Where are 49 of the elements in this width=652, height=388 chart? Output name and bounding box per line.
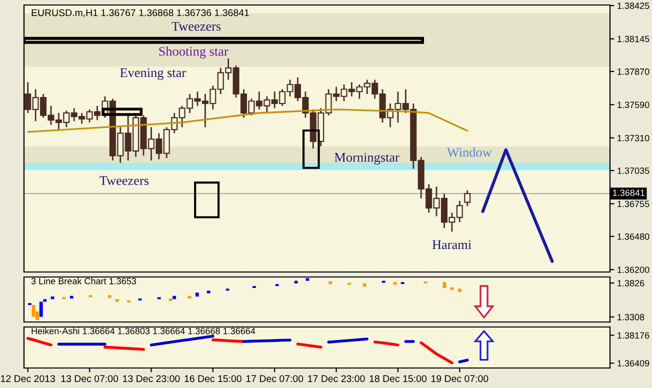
y-tick-label: 1.38176 (618, 332, 650, 339)
x-tick-label: 13 Dec 07:00 (61, 375, 118, 382)
bar (206, 290, 210, 294)
bar (450, 287, 454, 290)
annotation: Harami (432, 240, 472, 250)
chart-title: 3 Line Break Chart 1.3653 (31, 278, 136, 284)
y-tick-label: 1.38425 (618, 2, 650, 9)
y-tick-label: 1.37590 (618, 102, 650, 108)
x-tick-label: 18 Dec 15:00 (370, 375, 426, 382)
bar (328, 281, 332, 284)
bar (39, 302, 43, 317)
bar (116, 299, 119, 302)
y-tick-label: 1.36480 (618, 233, 650, 240)
annotation: Window (446, 147, 492, 157)
bar (306, 278, 310, 281)
bar (172, 296, 176, 300)
y-tick-label: 1.36755 (618, 200, 650, 208)
y-tick-label: 1.37310 (618, 134, 650, 142)
x-tick-label: 12 Dec 2013 (1, 375, 55, 382)
bar (70, 296, 74, 298)
x-tick-label: 17 Dec 23:00 (308, 375, 365, 382)
y-tick-label: 1.3826 (618, 280, 644, 286)
y-tick-label: 1.37035 (618, 168, 650, 174)
bar (43, 299, 47, 302)
annotation: Morningstar (334, 152, 400, 165)
bar (294, 280, 298, 284)
y-tick-label: 1.36200 (618, 266, 650, 273)
bar (458, 288, 462, 292)
chart-title: EURUSD.m,H1 1.36767 1.36868 1.36736 1.36841 (32, 9, 249, 18)
y-tick-label: 1.36409 (618, 360, 650, 366)
line-series (27, 108, 468, 133)
bar (50, 296, 54, 300)
x-tick-label: 17 Dec 07:00 (246, 375, 304, 382)
annotation: Tweezers (172, 22, 221, 31)
annotation: Tweezers (100, 176, 149, 186)
y-tick-label: 1.3308 (618, 314, 644, 320)
bar (195, 292, 199, 297)
bar (108, 295, 112, 298)
candlestick (464, 190, 471, 207)
annotation: Evening star (120, 68, 186, 80)
x-tick-label: 16 Dec 15:00 (184, 375, 242, 382)
annotation: Shooting star (159, 46, 228, 59)
x-tick-label: 19 Dec 07:00 (431, 375, 488, 382)
chart-title: Heiken-Ashi 1.36664 1.36803 1.36664 1.36668 1.36664 (32, 328, 256, 334)
y-tick-label: 1.37870 (618, 68, 650, 75)
x-tick-label: 13 Dec 23:00 (123, 375, 180, 382)
y-tick-label: 1.38145 (618, 36, 650, 42)
ref-line-label: 1.36841 (613, 190, 645, 196)
bar (362, 283, 366, 287)
